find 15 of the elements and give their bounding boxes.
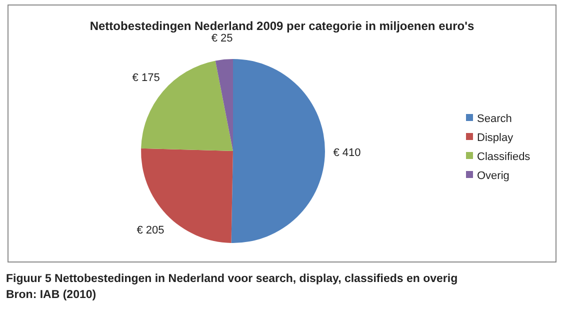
legend-label: Overig <box>477 170 510 182</box>
legend-label: Classifieds <box>477 150 531 163</box>
legend-label: Search <box>477 112 512 125</box>
chart-title: Nettobestedingen Nederland 2009 per categorie in miljoenen euro's <box>90 19 474 33</box>
pie-slice <box>215 59 233 151</box>
text: Figuur 5 Nettobestedingen in Nederland voor search, display, classifieds en overig <box>6 273 458 285</box>
pie-slice <box>141 60 233 151</box>
data-label: € 205 <box>136 224 164 236</box>
pie-slice <box>231 59 325 243</box>
data-label: € 25 <box>211 32 233 44</box>
legend-label: Display <box>477 132 514 144</box>
pie-slice <box>141 148 233 243</box>
data-label: € 175 <box>132 72 160 84</box>
text: Bron: IAB (2010) <box>6 289 96 301</box>
data-label: € 410 <box>333 146 361 159</box>
